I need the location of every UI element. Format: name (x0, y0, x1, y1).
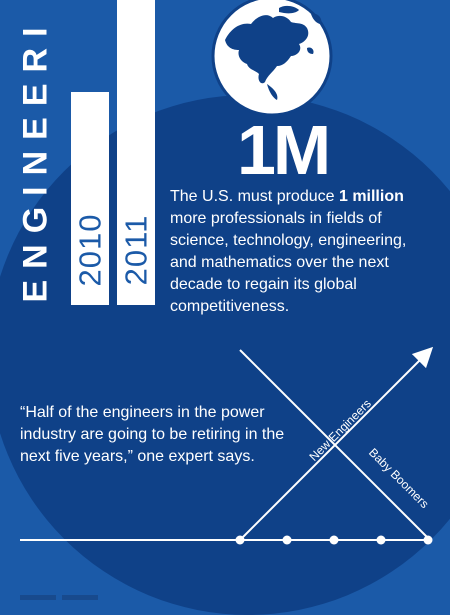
baseline-dot (235, 535, 245, 545)
new-engineers-line (239, 346, 434, 541)
baby-boomers-line (239, 349, 431, 541)
bar-label-2010: 2010 (72, 213, 107, 287)
engineering-heading: ENGINEERI (16, 0, 56, 318)
trend-chart: New Engineers Baby Boomers (20, 346, 434, 545)
bar-label-2011: 2011 (118, 214, 154, 286)
baseline-dot (282, 535, 292, 545)
expert-quote: “Half of the engineers in the power indu… (20, 404, 285, 465)
engineering-heading-text: ENGINEERI (16, 15, 55, 303)
footer-block (62, 595, 98, 600)
stat-description: The U.S. must produce 1 million more pro… (170, 186, 435, 318)
baby-boomers-label: Baby Boomers (366, 445, 432, 511)
stat-text-before: The U.S. must produce (170, 188, 339, 205)
baseline-dot (329, 535, 339, 545)
stat-text-after: more professionals in fields of science,… (170, 210, 407, 315)
stat-number: 1M (237, 111, 331, 189)
globe-icon (211, 0, 333, 116)
footer-block (20, 595, 56, 600)
new-engineers-label: New Engineers (306, 396, 373, 463)
baseline-dot (423, 535, 433, 545)
baseline-dot (376, 535, 386, 545)
bar-2010: 2010 (71, 92, 109, 305)
bar-2011: 2011 (117, 0, 155, 305)
stat-text-bold: 1 million (338, 188, 404, 205)
